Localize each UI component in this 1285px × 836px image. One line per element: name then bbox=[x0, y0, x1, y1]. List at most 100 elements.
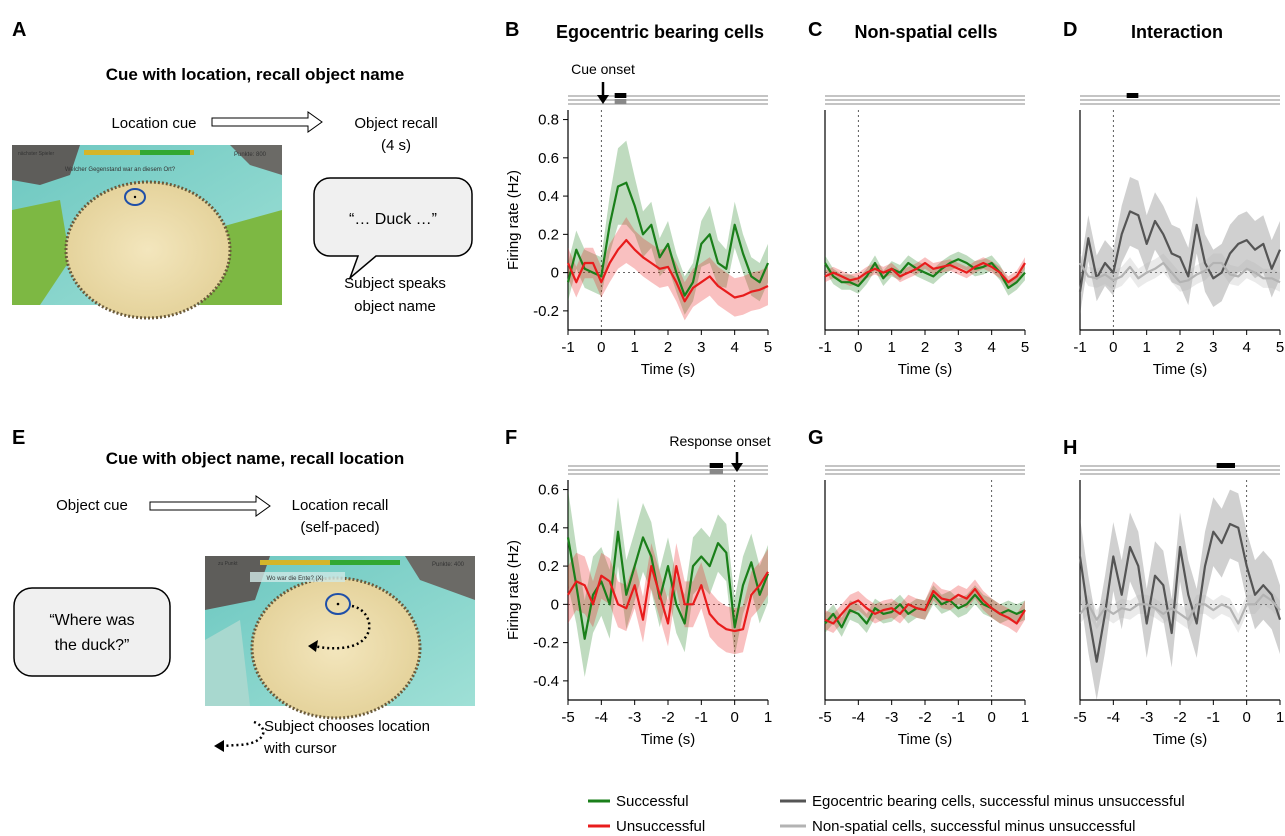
x-axis-label: Time (s) bbox=[898, 361, 952, 378]
sig-bar bbox=[614, 99, 627, 104]
panel-letter-b: B bbox=[505, 19, 519, 41]
series-line bbox=[1078, 210, 1282, 292]
panel-e: Cue with object name, recall location Ob… bbox=[13, 449, 475, 757]
y-tick-label: 0.8 bbox=[538, 112, 559, 129]
x-tick-label: 5 bbox=[764, 339, 772, 356]
y-tick-label: 0 bbox=[551, 265, 559, 282]
x-tick-label: 3 bbox=[697, 339, 705, 356]
x-axis-label: Time (s) bbox=[1153, 361, 1207, 378]
panel-a: Cue with location, recall object name Lo… bbox=[12, 65, 473, 320]
recall-label: Location recall bbox=[292, 497, 389, 514]
chart-g: -5 -4 -3 -2 -1 0 1 Time (s) bbox=[818, 465, 1029, 748]
speech-text-2: the duck?” bbox=[55, 637, 130, 654]
x-tick-label: 0 bbox=[730, 709, 738, 726]
x-tick-label: -1 bbox=[561, 339, 574, 356]
location-circle bbox=[325, 593, 351, 615]
x-tick-label: 0 bbox=[1242, 709, 1250, 726]
y-tick-label: 0.4 bbox=[538, 520, 559, 537]
rock-shape bbox=[405, 556, 475, 600]
x-tick-label: 0 bbox=[854, 339, 862, 356]
chart-b: -1 0 1 2 3 4 5 Time (s) -0.2 0 0.2 0.4 0.6 0.8 Firing … bbox=[505, 93, 772, 378]
grass-shape bbox=[12, 200, 70, 305]
x-tick-label: 0 bbox=[1109, 339, 1117, 356]
subject-note-2: with cursor bbox=[263, 740, 337, 757]
chart-panels: -1 0 1 2 3 4 5 Time (s) -0.2 0 0.2 0.4 0.6 0.8 Firing … bbox=[505, 93, 1284, 748]
x-tick-label: 2 bbox=[921, 339, 929, 356]
cue-label: Location cue bbox=[111, 115, 196, 132]
sig-bar bbox=[709, 463, 723, 468]
hollow-arrow bbox=[149, 495, 271, 517]
series-line bbox=[1079, 593, 1281, 625]
series-line bbox=[1079, 261, 1281, 284]
x-tick-label: 4 bbox=[1242, 339, 1250, 356]
x-tick-label: -2 bbox=[1173, 709, 1186, 726]
x-axis-label: Time (s) bbox=[641, 361, 695, 378]
x-tick-label: -1 bbox=[1073, 339, 1086, 356]
location-cue-circle bbox=[124, 188, 146, 206]
hud-left-text: nächster Spieler bbox=[18, 151, 54, 157]
x-tick-label: 3 bbox=[954, 339, 962, 356]
sig-bar bbox=[1126, 93, 1139, 98]
hud-left-text: zu Punkt bbox=[218, 561, 238, 567]
task-title: Cue with object name, recall location bbox=[106, 449, 405, 468]
title-egocentric: Egocentric bearing cells bbox=[556, 22, 764, 42]
panel-letter-d: D bbox=[1063, 19, 1077, 41]
response-onset-arrowhead bbox=[731, 463, 743, 472]
subject-note-2: object name bbox=[354, 298, 436, 315]
error-band bbox=[1080, 585, 1280, 633]
x-tick-label: -3 bbox=[628, 709, 641, 726]
speech-box bbox=[13, 587, 171, 677]
x-axis-label: Time (s) bbox=[898, 731, 952, 748]
x-tick-label: 1 bbox=[764, 709, 772, 726]
chart-d: -1 0 1 2 3 4 5 Time (s) bbox=[1073, 93, 1284, 378]
series-line bbox=[566, 239, 769, 303]
title-interaction: Interaction bbox=[1131, 22, 1223, 42]
arena bbox=[64, 180, 232, 320]
x-tick-label: 1 bbox=[887, 339, 895, 356]
x-tick-label: -1 bbox=[1207, 709, 1220, 726]
x-tick-label: 5 bbox=[1021, 339, 1029, 356]
cursor-arrowhead bbox=[308, 640, 318, 652]
hud-question: Welcher Gegenstand war an diesem Ort? bbox=[65, 167, 176, 173]
speech-text: “… Duck …” bbox=[349, 211, 437, 228]
legend-ego: Egocentric bearing cells, successful min… bbox=[812, 793, 1185, 810]
y-tick-label: 0.6 bbox=[538, 150, 559, 167]
sig-bar bbox=[709, 469, 723, 474]
x-tick-label: 3 bbox=[1209, 339, 1217, 356]
x-tick-label: 2 bbox=[1176, 339, 1184, 356]
x-tick-label: -2 bbox=[918, 709, 931, 726]
chart-c: -1 0 1 2 3 4 5 Time (s) bbox=[818, 95, 1029, 378]
game-screenshot: zu Punkt Punkte: 400 Wo war die Ente? (X… bbox=[205, 556, 475, 720]
title-nonspatial: Non-spatial cells bbox=[854, 22, 997, 42]
x-tick-label: 5 bbox=[1276, 339, 1284, 356]
series-line bbox=[566, 530, 770, 640]
x-tick-label: -5 bbox=[1073, 709, 1086, 726]
x-axis-label: Time (s) bbox=[641, 731, 695, 748]
hollow-arrow bbox=[211, 111, 323, 133]
legend-nonspatial: Non-spatial cells, successful minus unsu… bbox=[812, 818, 1135, 835]
series-line bbox=[1078, 522, 1282, 663]
sig-bar bbox=[1216, 463, 1235, 468]
sig-bar bbox=[614, 93, 627, 98]
hud-question: Wo war die Ente? (X) bbox=[267, 576, 324, 582]
y-tick-label: 0.6 bbox=[538, 482, 559, 499]
x-tick-label: -3 bbox=[885, 709, 898, 726]
recall-duration: (self-paced) bbox=[300, 519, 379, 536]
x-tick-label: 1 bbox=[1276, 709, 1284, 726]
x-tick-label: 0 bbox=[597, 339, 605, 356]
legend-successful: Successful bbox=[616, 793, 689, 810]
x-tick-label: 1 bbox=[1021, 709, 1029, 726]
x-tick-label: -1 bbox=[695, 709, 708, 726]
error-band bbox=[568, 543, 768, 655]
y-tick-label: -0.2 bbox=[533, 635, 559, 652]
x-tick-label: 4 bbox=[730, 339, 738, 356]
x-axis-label: Time (s) bbox=[1153, 731, 1207, 748]
cue-label: Object cue bbox=[56, 497, 128, 514]
x-tick-label: -5 bbox=[818, 709, 831, 726]
cursor-path bbox=[314, 604, 371, 650]
y-tick-label: -0.4 bbox=[533, 673, 559, 690]
error-band bbox=[1080, 253, 1280, 292]
series-line bbox=[566, 181, 770, 297]
chart-h: -5 -4 -3 -2 -1 0 1 Time (s) bbox=[1073, 463, 1284, 748]
y-tick-label: -0.2 bbox=[533, 303, 559, 320]
